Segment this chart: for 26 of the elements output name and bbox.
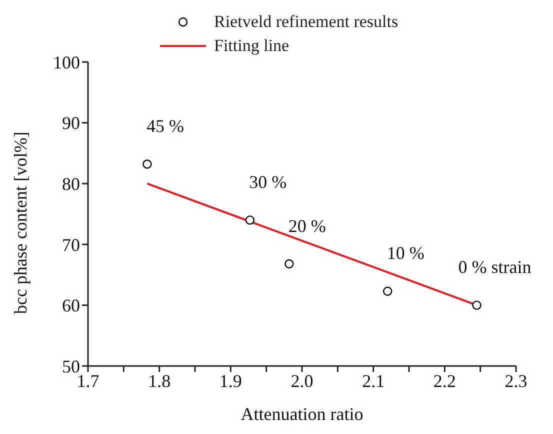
annotation: 30 % — [249, 172, 287, 192]
annotation: 0 % strain — [458, 257, 532, 278]
legend-label: Rietveld refinement results — [214, 11, 398, 33]
x-tick-label: 2.3 — [504, 370, 528, 391]
y-axis-title: bcc phase content [vol%] — [10, 132, 30, 314]
x-tick-label: 1.8 — [148, 370, 171, 391]
y-tick-label: 100 — [53, 52, 80, 72]
x-tick-label: 2.2 — [433, 370, 456, 391]
point — [383, 286, 392, 296]
y-tick-label: 90 — [62, 113, 80, 134]
point — [142, 160, 152, 169]
point — [284, 259, 294, 268]
annotation: 45 % — [146, 116, 184, 136]
y-tick-label: 80 — [62, 174, 80, 194]
x-tick-label: 2.0 — [290, 370, 314, 391]
y-tick-label: 60 — [62, 296, 80, 316]
annotation: 10 % — [386, 243, 424, 264]
point — [472, 300, 482, 310]
y-tick-label: 70 — [62, 234, 80, 255]
x-tick-label: 1.9 — [219, 370, 242, 391]
x-tick-label: 2.1 — [362, 370, 385, 391]
point — [245, 215, 255, 225]
y-tick-label: 50 — [62, 356, 80, 376]
x-axis-title: Attenuation ratio — [240, 404, 364, 424]
annotation: 20 % — [288, 216, 326, 236]
legend-label: Fitting line — [214, 35, 290, 57]
